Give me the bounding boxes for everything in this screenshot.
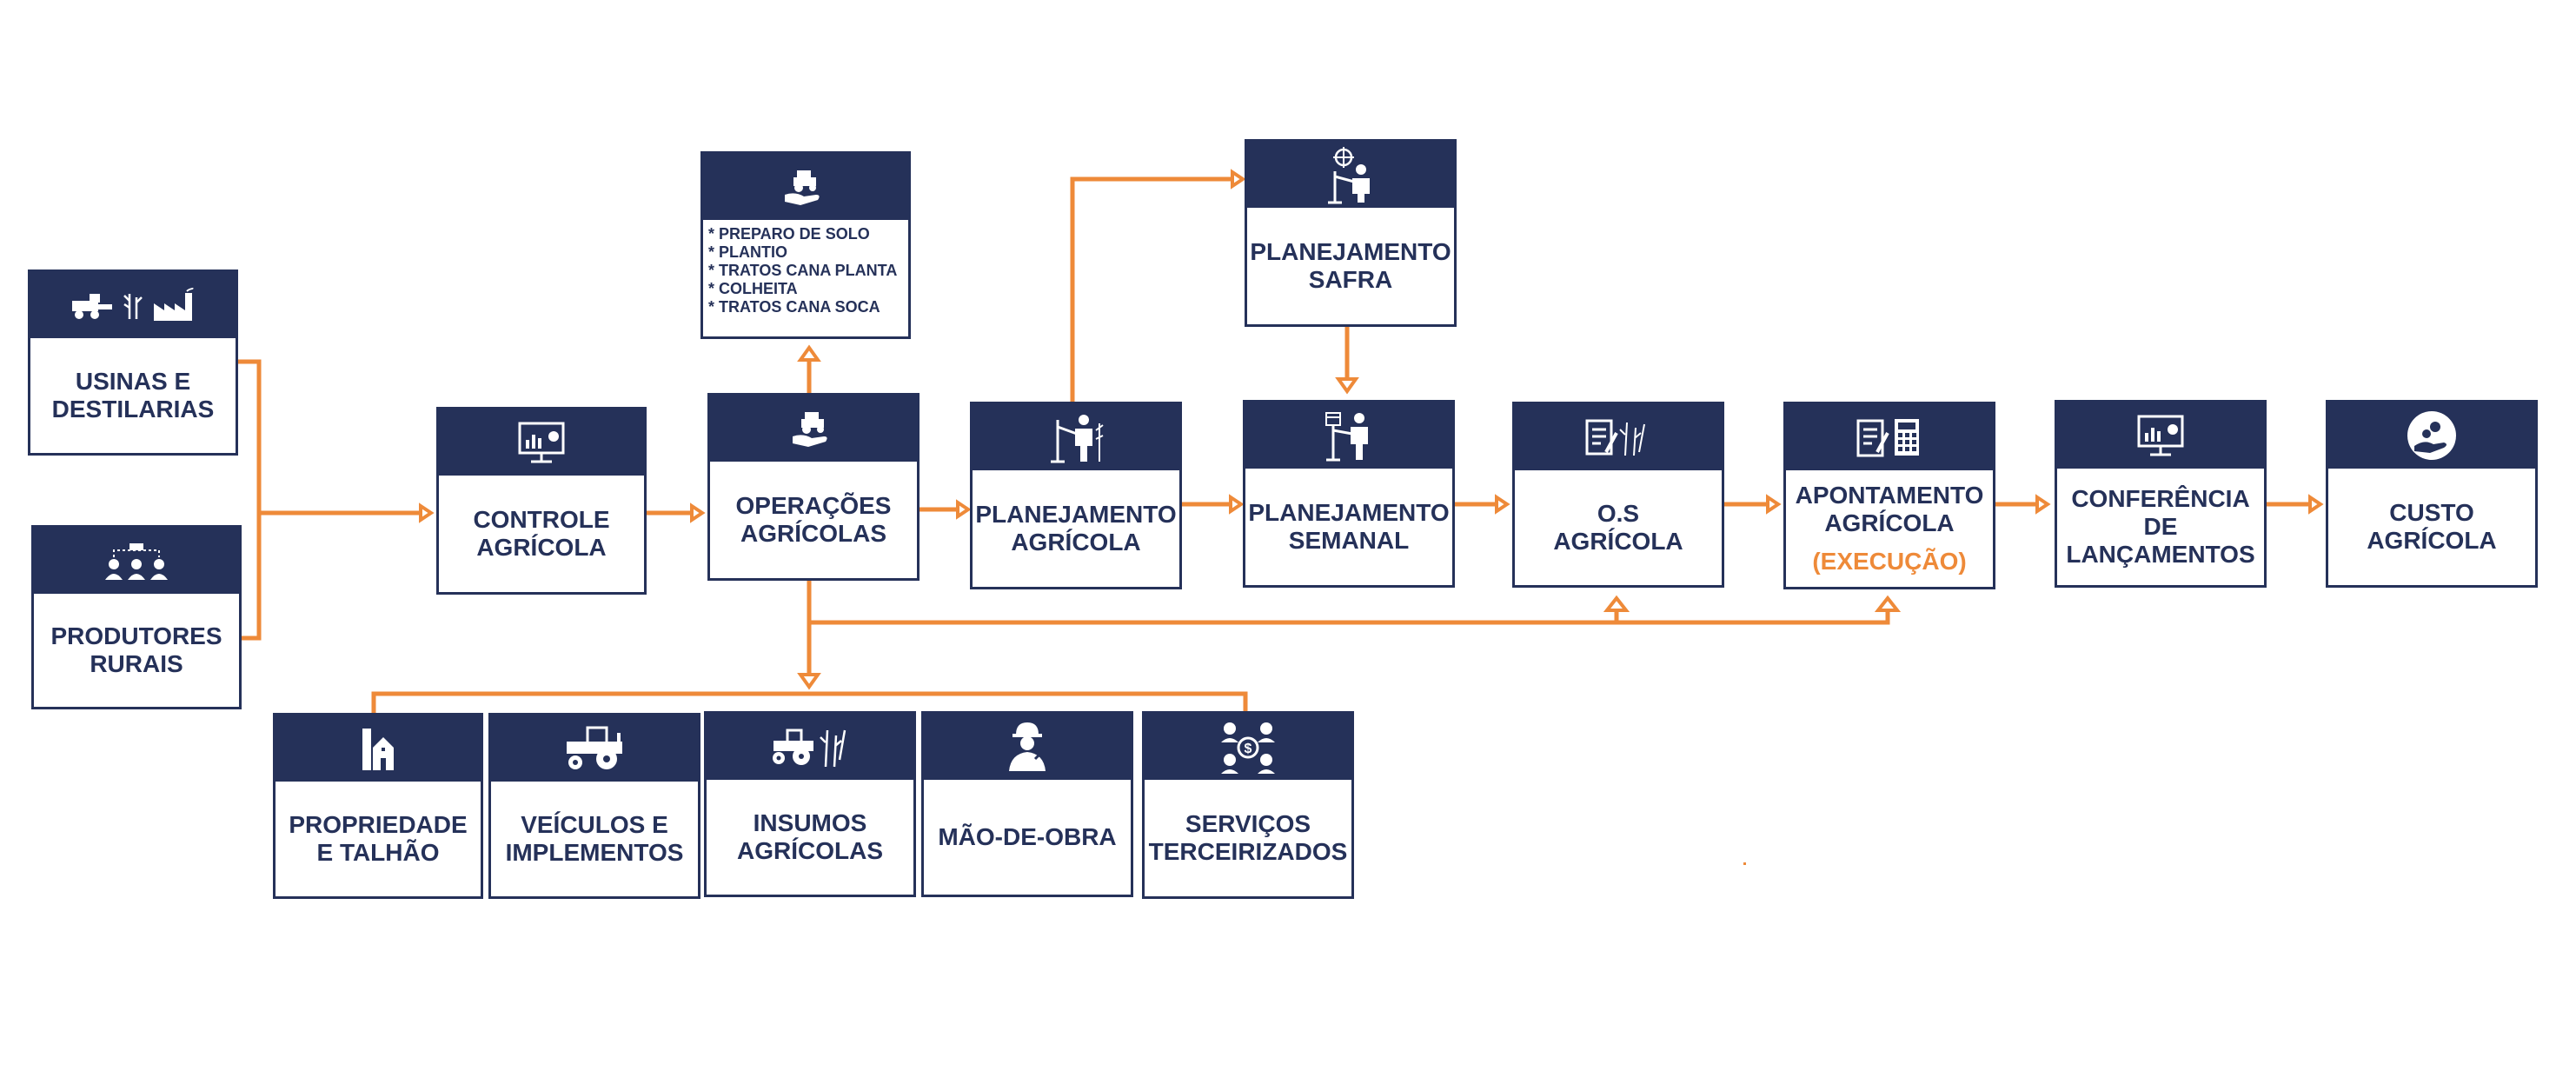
node-conferencia: CONFERÊNCIA DE LANÇAMENTOS	[2055, 400, 2267, 588]
node-operacoes-lista: * PREPARO DE SOLO * PLANTIO * TRATOS CAN…	[700, 151, 911, 339]
arrowhead-recursos-down	[797, 673, 821, 690]
arrowhead-bus-apontamento	[1874, 595, 1902, 612]
planner-target-icon	[1328, 147, 1370, 204]
node-label-line: PLANEJAMENTO	[1250, 238, 1451, 265]
node-label-line: VEÍCULOS E	[521, 811, 668, 838]
connector-planagricola-plansafra	[1070, 176, 1234, 402]
node-accent-label: (EXECUÇÃO)	[1812, 548, 1967, 575]
arrowhead-controle	[419, 502, 435, 523]
node-propriedade: PROPRIEDADE E TALHÃO	[273, 713, 483, 899]
node-label-line: LANÇAMENTOS	[2066, 541, 2255, 568]
arrowhead-semanal-down	[1335, 377, 1359, 395]
team-farmers-icon	[105, 543, 168, 580]
operacao-item: * PLANTIO	[708, 243, 788, 261]
node-plan-safra: PLANEJAMENTO SAFRA	[1245, 139, 1457, 327]
node-label-line: AGRÍCOLA	[2367, 527, 2497, 554]
tractor-icon	[567, 726, 622, 769]
sugarcane-icon	[123, 294, 143, 319]
node-servicos: $ SERVIÇOS TERCEIRIZADOS	[1142, 711, 1354, 899]
arrowhead-lista	[797, 344, 821, 362]
node-label-line: DE	[2143, 513, 2178, 540]
node-label-line: PLANEJAMENTO	[975, 501, 1177, 528]
svg-text:$: $	[1245, 742, 1252, 756]
node-label-line: AGRÍCOLAS	[737, 837, 883, 864]
planner-sugarcane-icon	[1051, 415, 1104, 463]
node-label-line: MÃO-DE-OBRA	[938, 823, 1117, 850]
node-label-line: INSUMOS	[753, 809, 867, 836]
node-plan-agricola: PLANEJAMENTO AGRÍCOLA	[970, 402, 1182, 589]
arrowhead-os	[1495, 494, 1510, 515]
tractor-hand-icon	[793, 412, 827, 447]
node-label-line: DESTILARIAS	[51, 396, 215, 423]
arrowhead-apontamento	[1766, 494, 1782, 515]
node-label-line: CUSTO	[2389, 499, 2474, 526]
arrowhead-operacoes	[690, 502, 706, 523]
node-label-line: AGRÍCOLA	[476, 534, 607, 561]
monitor-chart-icon	[2137, 415, 2184, 456]
node-label-line: OPERAÇÕES	[735, 492, 892, 519]
tractor-sugarcane-icon	[773, 729, 846, 768]
arrowhead-custo	[2308, 494, 2324, 515]
node-label-line: APONTAMENTO	[1795, 482, 1984, 509]
node-label-line: USINAS E	[75, 368, 191, 395]
monitor-chart-icon	[518, 422, 565, 463]
operacao-item: * COLHEITA	[708, 280, 798, 297]
connector-usinas	[236, 359, 421, 516]
node-os: O.S AGRÍCOLA	[1512, 402, 1724, 588]
node-label-line: SEMANAL	[1288, 527, 1410, 554]
stray-dot	[1743, 862, 1746, 865]
node-label-line: SERVIÇOS	[1185, 810, 1311, 837]
node-operacoes: OPERAÇÕES AGRÍCOLAS	[707, 393, 920, 581]
node-usinas: USINAS E DESTILARIAS	[28, 270, 238, 456]
node-apontamento: APONTAMENTO AGRÍCOLA (EXECUÇÃO)	[1783, 402, 1995, 589]
connector-produtores	[242, 513, 262, 641]
node-label-line: IMPLEMENTOS	[505, 839, 684, 866]
node-label-line: AGRÍCOLA	[1011, 529, 1141, 556]
node-veiculos: VEÍCULOS E IMPLEMENTOS	[488, 713, 700, 899]
coins-hand-icon	[2407, 411, 2456, 460]
outsourcing-icon: $	[1221, 722, 1275, 774]
operacao-item: * TRATOS CANA SOCA	[708, 298, 880, 316]
node-label-line: PRODUTORES	[50, 622, 222, 649]
node-label-line: PROPRIEDADE	[289, 811, 468, 838]
node-label-line: E TALHÃO	[316, 839, 440, 866]
node-label-line: RURAIS	[90, 650, 183, 677]
node-insumos: INSUMOS AGRÍCOLAS	[704, 711, 916, 897]
arrowhead-conferencia	[2035, 494, 2051, 515]
node-label-line: AGRÍCOLAS	[740, 520, 886, 547]
node-produtores: PRODUTORES RURAIS	[31, 525, 242, 709]
arrowhead-planagricola	[956, 499, 972, 520]
connector-recursos-bar	[371, 691, 1248, 713]
worker-icon	[1009, 722, 1049, 771]
node-label-line: O.S	[1597, 500, 1640, 527]
tractor-hand-icon	[785, 170, 820, 205]
node-maodeobra: MÃO-DE-OBRA	[921, 711, 1133, 897]
node-controle: CONTROLE AGRÍCOLA	[436, 407, 647, 595]
node-label-line: AGRÍCOLA	[1824, 509, 1955, 536]
node-label-line: TERCEIRIZADOS	[1148, 838, 1348, 865]
arrowhead-bus-os	[1603, 595, 1630, 612]
node-label-line: SAFRA	[1308, 266, 1393, 293]
operacao-item: * PREPARO DE SOLO	[708, 225, 870, 243]
document-calculator-icon	[1856, 419, 1919, 457]
node-label-line: CONFERÊNCIA	[2071, 485, 2250, 512]
node-label-line: CONTROLE	[473, 506, 610, 533]
arrowhead-plansafra	[1231, 169, 1246, 190]
planner-calendar-icon	[1325, 412, 1368, 462]
document-sugarcane-icon	[1585, 419, 1645, 456]
connector-operacoes-bus	[807, 581, 1890, 625]
arrowhead-plansemanal	[1229, 494, 1245, 515]
harvester-icon	[72, 294, 112, 319]
node-label-line: AGRÍCOLA	[1553, 528, 1683, 555]
node-custo: CUSTO AGRÍCOLA	[2326, 400, 2538, 588]
farm-building-icon	[362, 729, 394, 770]
factory-icon	[154, 288, 194, 321]
node-plan-semanal: PLANEJAMENTO SEMANAL	[1243, 400, 1455, 588]
operacao-item: * TRATOS CANA PLANTA	[708, 262, 898, 279]
node-label-line: PLANEJAMENTO	[1248, 499, 1450, 526]
